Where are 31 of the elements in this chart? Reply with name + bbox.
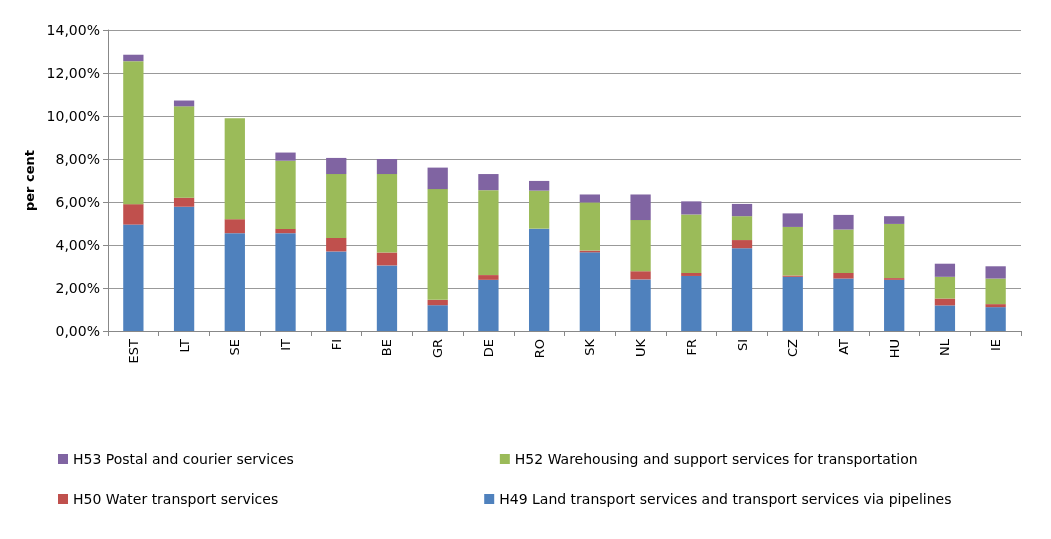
y-tick-label: 4,00% (55, 237, 100, 253)
x-tick-label: SI (734, 339, 750, 352)
legend-label: H53 Postal and courier services (73, 451, 294, 467)
x-tick-label: RO (531, 339, 547, 359)
x-tick-label: UK (633, 338, 649, 358)
y-tick-label: 6,00% (55, 194, 100, 210)
x-tick-label: IT (278, 338, 294, 351)
x-tick-label: FR (683, 339, 699, 356)
legend-label: H50 Water transport services (73, 491, 279, 507)
x-tick-label: NL (937, 338, 953, 356)
x-tick-label: GR (430, 339, 446, 359)
x-tick-label: LT (176, 338, 192, 353)
x-tick-label: SK (582, 338, 598, 356)
y-axis-title: per cent (21, 149, 37, 212)
legend-label: H49 Land transport services and transport services via pipelines (499, 491, 952, 507)
x-tick-label: FI (328, 339, 344, 351)
y-tick-label: 10,00% (46, 108, 100, 124)
y-tick-label: 2,00% (55, 280, 100, 296)
x-tick-label: HU (886, 339, 902, 359)
x-tick-label: IE (988, 339, 1004, 352)
y-tick-label: 0,00% (55, 323, 100, 339)
x-tick-label: SE (227, 339, 243, 356)
x-tick-label: AT (835, 338, 851, 355)
x-tick-label: EST (125, 338, 141, 364)
x-tick-label: CZ (785, 338, 801, 357)
y-tick-label: 12,00% (46, 65, 100, 81)
x-tick-label: DE (480, 339, 496, 358)
legend-label: H52 Warehousing and support services for transportation (514, 451, 918, 467)
y-tick-label: 14,00% (46, 22, 100, 38)
x-tick-label: BE (379, 339, 395, 357)
y-tick-label: 8,00% (55, 151, 100, 167)
